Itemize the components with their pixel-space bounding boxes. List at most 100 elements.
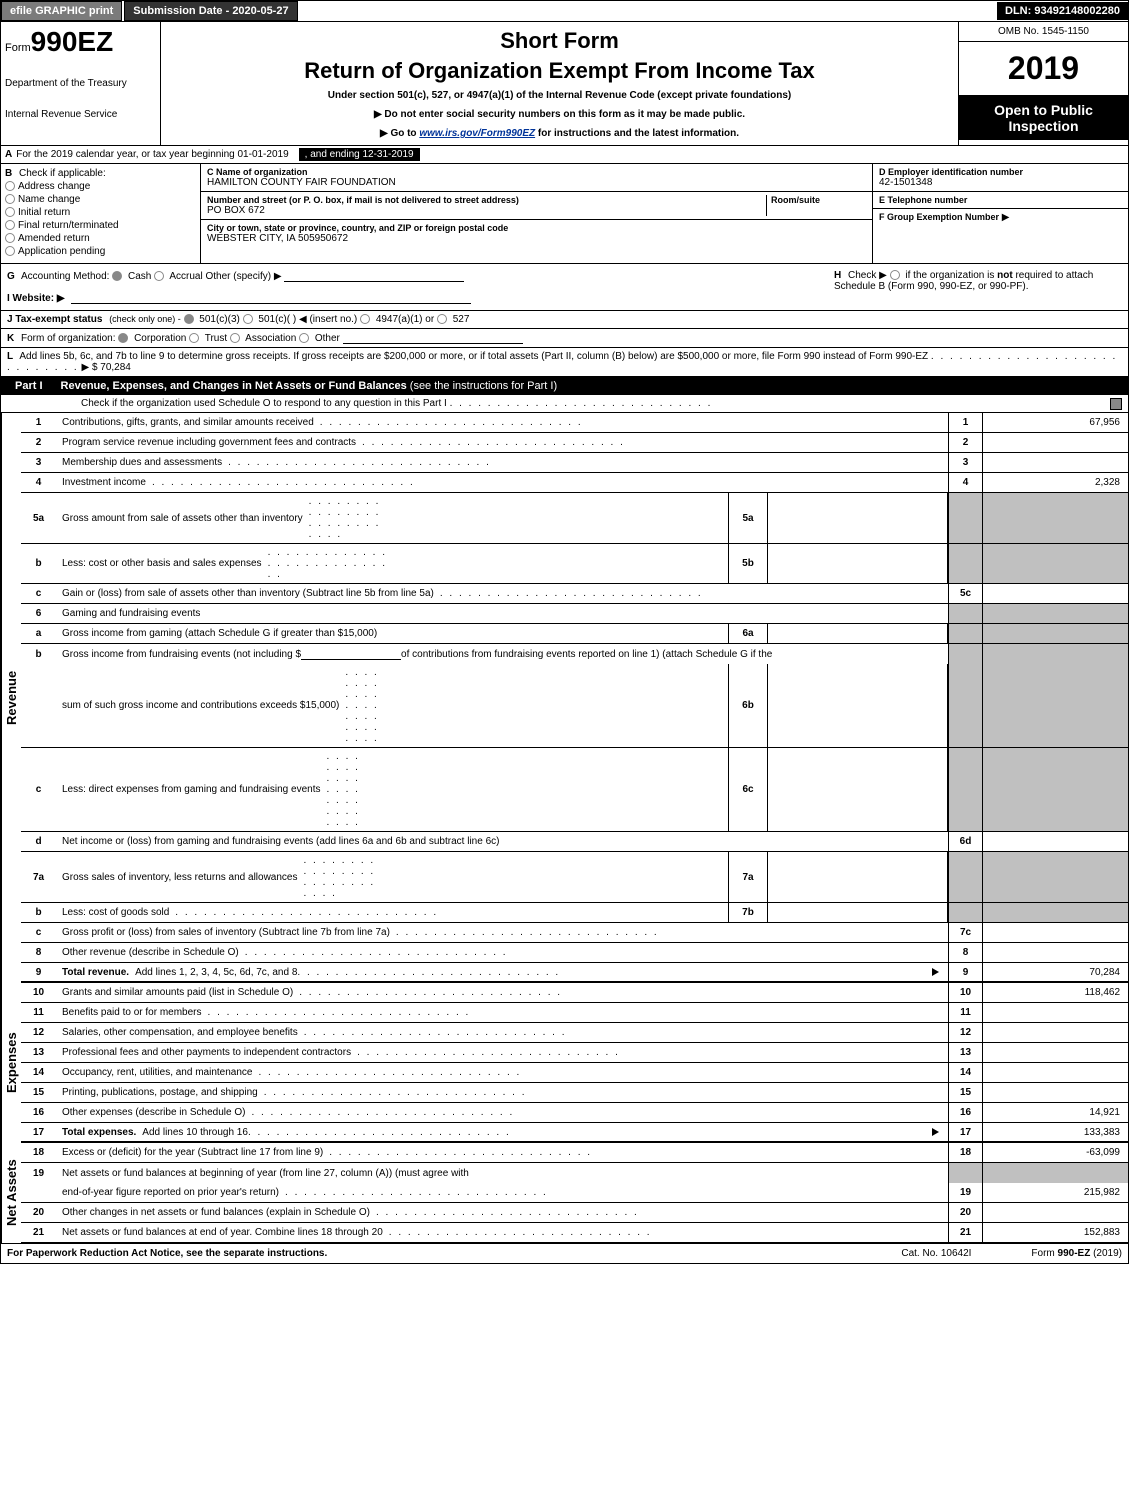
expenses-table: 10 Grants and similar amounts paid (list… [21, 983, 1128, 1143]
section-a-ending: , and ending 12-31-2019 [299, 148, 420, 161]
ein-label: D Employer identification number [879, 167, 1122, 177]
line-5a: 5a Gross amount from sale of assets othe… [21, 493, 1128, 544]
line-5b: b Less: cost or other basis and sales ex… [21, 544, 1128, 584]
dln-label: DLN: 93492148002280 [997, 2, 1128, 20]
schedule-o-checkbox-icon[interactable] [1110, 398, 1122, 410]
section-a-label: A [5, 149, 12, 160]
radio-501c-icon[interactable] [243, 314, 253, 324]
check-amended-return[interactable]: Amended return [5, 233, 196, 244]
check-dots [450, 398, 713, 409]
radio-cash-icon[interactable] [112, 271, 122, 281]
line-4: 4 Investment income 4 2,328 [21, 473, 1128, 493]
line-6: 6 Gaming and fundraising events [21, 604, 1128, 624]
g-text: Accounting Method: [21, 271, 109, 282]
radio-assoc-icon[interactable] [230, 333, 240, 343]
radio-trust-icon[interactable] [189, 333, 199, 343]
section-f: F Group Exemption Number ▶ [873, 209, 1128, 226]
line-6b-part2: sum of such gross income and contributio… [21, 664, 1128, 748]
ein-value: 42-1501348 [879, 177, 1122, 188]
line-14: 14 Occupancy, rent, utilities, and maint… [21, 1063, 1128, 1083]
org-name-value: HAMILTON COUNTY FAIR FOUNDATION [207, 177, 866, 188]
line-value: 67,956 [983, 413, 1128, 432]
section-b-label: B [5, 168, 12, 179]
tax-year: 2019 [959, 42, 1128, 96]
section-l: L Add lines 5b, 6c, and 7b to line 9 to … [1, 348, 1128, 377]
check-application-pending[interactable]: Application pending [5, 246, 196, 257]
header-left: Form990EZ Department of the Treasury Int… [1, 22, 161, 145]
return-title: Return of Organization Exempt From Incom… [167, 58, 952, 84]
radio-other-icon[interactable] [299, 333, 309, 343]
form-footer: For Paperwork Reduction Act Notice, see … [1, 1243, 1128, 1263]
line-6c: c Less: direct expenses from gaming and … [21, 748, 1128, 832]
form-number: Form990EZ [5, 26, 156, 58]
street-label: Number and street (or P. O. box, if mail… [207, 195, 766, 205]
netassets-vert-label: Net Assets [1, 1143, 21, 1243]
section-g: G Accounting Method: Cash Accrual Other … [1, 264, 828, 310]
section-k: K Form of organization: Corporation Trus… [1, 329, 1128, 348]
h-text2: if the organization is [905, 270, 997, 281]
radio-icon [5, 233, 15, 243]
netassets-table: 18 Excess or (deficit) for the year (Sub… [21, 1143, 1128, 1243]
expenses-section: Expenses 10 Grants and similar amounts p… [1, 983, 1128, 1143]
radio-527-icon[interactable] [437, 314, 447, 324]
department-label: Department of the Treasury [5, 78, 156, 89]
line-6d: d Net income or (loss) from gaming and f… [21, 832, 1128, 852]
section-e: E Telephone number [873, 192, 1128, 209]
irs-label: Internal Revenue Service [5, 109, 156, 120]
line-rnum: 1 [948, 413, 983, 432]
line-7a: 7a Gross sales of inventory, less return… [21, 852, 1128, 903]
header-center: Short Form Return of Organization Exempt… [161, 22, 958, 145]
omb-number: OMB No. 1545-1150 [959, 22, 1128, 42]
line-8: 8 Other revenue (describe in Schedule O)… [21, 943, 1128, 963]
line-7b: b Less: cost of goods sold 7b [21, 903, 1128, 923]
h-not: not [997, 270, 1013, 281]
line-10: 10 Grants and similar amounts paid (list… [21, 983, 1128, 1003]
radio-icon [5, 246, 15, 256]
form-number-big: 990EZ [31, 26, 114, 57]
line-7c: c Gross profit or (loss) from sales of i… [21, 923, 1128, 943]
street-value: PO BOX 672 [207, 205, 766, 216]
radio-501c3-icon[interactable] [184, 314, 194, 324]
h-check-icon[interactable] [890, 270, 900, 280]
line-20: 20 Other changes in net assets or fund b… [21, 1203, 1128, 1223]
open-to-public: Open to Public Inspection [959, 96, 1128, 140]
under-section-text: Under section 501(c), 527, or 4947(a)(1)… [167, 90, 952, 101]
check-name-change[interactable]: Name change [5, 194, 196, 205]
goto-note: ▶ Go to www.irs.gov/Form990EZ for instru… [167, 128, 952, 139]
website-field[interactable] [71, 292, 471, 304]
radio-4947-icon[interactable] [360, 314, 370, 324]
6b-amount-field[interactable] [301, 648, 401, 660]
irs-link[interactable]: www.irs.gov/Form990EZ [419, 128, 535, 139]
line-13: 13 Professional fees and other payments … [21, 1043, 1128, 1063]
efile-print-button[interactable]: efile GRAPHIC print [1, 1, 122, 21]
check-initial-return[interactable]: Initial return [5, 207, 196, 218]
line-21: 21 Net assets or fund balances at end of… [21, 1223, 1128, 1243]
group-exempt-arrow: ▶ [1002, 212, 1010, 223]
other-specify-field[interactable] [284, 270, 464, 282]
footer-left: For Paperwork Reduction Act Notice, see … [7, 1248, 327, 1259]
radio-icon [5, 181, 15, 191]
city-value: WEBSTER CITY, IA 505950672 [207, 233, 866, 244]
city-block: City or town, state or province, country… [201, 220, 872, 247]
street-block: Number and street (or P. O. box, if mail… [201, 192, 872, 220]
k-other-field[interactable] [343, 332, 523, 344]
radio-accrual-icon[interactable] [154, 271, 164, 281]
part-1-header: Part I Revenue, Expenses, and Changes in… [1, 377, 1128, 395]
check-final-return[interactable]: Final return/terminated [5, 220, 196, 231]
phone-label: E Telephone number [879, 195, 1122, 205]
radio-corp-icon[interactable] [118, 333, 128, 343]
city-label: City or town, state or province, country… [207, 223, 866, 233]
check-address-change[interactable]: Address change [5, 181, 196, 192]
g-label: G [7, 271, 15, 282]
footer-right: Form 990-EZ (2019) [1031, 1248, 1122, 1259]
arrow-icon [932, 1128, 939, 1136]
form-container: efile GRAPHIC print Submission Date - 20… [0, 0, 1129, 1264]
l-label: L [7, 351, 13, 362]
line-9: 9 Total revenue. Add lines 1, 2, 3, 4, 5… [21, 963, 1128, 983]
k-text: Form of organization: [21, 333, 116, 344]
section-a-text1: For the 2019 calendar year, or tax year … [16, 149, 288, 160]
netassets-section: Net Assets 18 Excess or (deficit) for th… [1, 1143, 1128, 1243]
revenue-table: 1 Contributions, gifts, grants, and simi… [21, 413, 1128, 983]
line-15: 15 Printing, publications, postage, and … [21, 1083, 1128, 1103]
section-right: D Employer identification number 42-1501… [873, 164, 1128, 263]
